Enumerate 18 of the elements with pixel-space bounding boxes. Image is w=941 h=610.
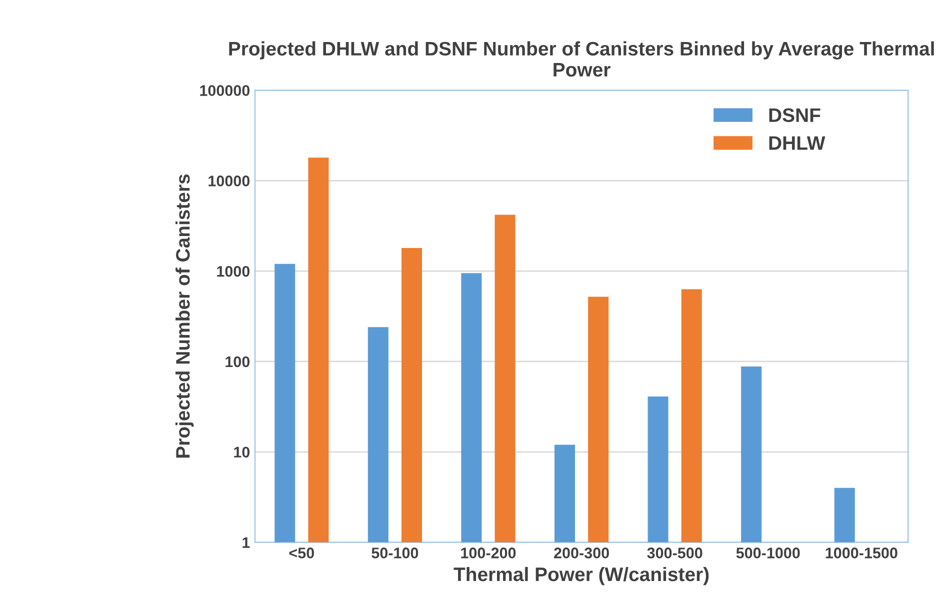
legend-label: DHLW [769,136,826,150]
x-tick-label: 1000-1500 [826,548,898,558]
y-tick-label: 1 [242,537,250,548]
x-tick-label: 50-100 [372,548,418,558]
y-tick-label: 1000 [217,266,250,277]
x-tick-label: <50 [289,548,314,558]
y-tick-label: 100 [226,356,250,368]
y-axis-title: Projected Number of Canisters [175,174,194,458]
chart-title: Projected DHLW and DSNF Number of Canisters Binned by Average Thermal Power [229,41,934,77]
legend-label: DSNF [769,108,820,122]
x-tick-label: 100-200 [461,548,516,558]
y-tick-label: 10 [234,446,250,458]
y-tick-label: 100000 [200,85,250,96]
x-tick-label: 500-1000 [736,548,800,558]
y-tick-label: 10000 [208,176,250,186]
x-axis-title: Thermal Power (W/canister) [454,566,709,586]
x-tick-label: 300-500 [647,548,702,558]
x-tick-label: 200-300 [554,548,609,558]
